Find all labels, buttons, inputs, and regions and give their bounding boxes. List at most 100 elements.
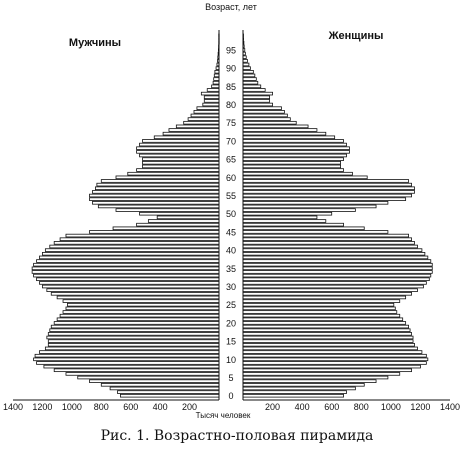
age-tick-label: 10 (226, 355, 236, 365)
male-bar-age-23 (62, 310, 220, 314)
male-bar-age-86 (212, 80, 220, 85)
female-bar-age-36 (242, 262, 433, 267)
female-bar-age-22 (242, 313, 401, 318)
female-bar-age-8 (242, 364, 421, 369)
male-bar-age-7 (53, 368, 220, 373)
x-tick-label-left: 1400 (3, 402, 23, 412)
female-bar-age-52 (242, 204, 377, 209)
female-bar-age-9 (242, 361, 427, 365)
age-tick-label: 50 (226, 209, 236, 219)
male-bar-age-29 (46, 288, 220, 292)
male-bar-age-26 (62, 299, 220, 303)
x-tick-label-right: 1400 (440, 402, 460, 412)
female-bar-age-0 (242, 393, 344, 398)
male-bar-age-9 (36, 361, 220, 365)
age-tick-label: 35 (226, 264, 236, 274)
age-tick-label: 15 (226, 337, 236, 347)
x-tick-label-right: 800 (354, 402, 369, 412)
x-tick-label-left: 600 (123, 402, 138, 412)
female-bar-age-79 (242, 106, 282, 110)
chart-title: Возраст, лет (205, 2, 257, 12)
female-bar-age-91 (242, 62, 250, 67)
x-tick-label-left: 1200 (32, 402, 52, 412)
male-bar-age-73 (168, 128, 220, 132)
female-bar-age-92 (242, 59, 248, 63)
male-bar-age-18 (49, 328, 220, 332)
female-bar-age-57 (242, 186, 415, 191)
female-bar-age-2 (242, 386, 356, 391)
male-bar-age-5 (77, 375, 220, 380)
female-label: Женщины (328, 30, 384, 42)
female-bar-age-85 (242, 84, 262, 89)
female-bar-age-4 (242, 379, 377, 383)
female-bar-age-3 (242, 383, 365, 387)
female-bar-age-5 (242, 375, 389, 380)
male-bar-age-22 (59, 313, 220, 318)
age-tick-label: 70 (226, 136, 236, 146)
female-bar-age-28 (242, 292, 412, 296)
female-bar-age-37 (242, 259, 432, 263)
male-bar-age-49 (156, 215, 220, 220)
female-bar-age-83 (242, 91, 273, 96)
female-bar-age-71 (242, 135, 336, 140)
female-bar-age-60 (242, 175, 368, 180)
age-tick-label: 85 (226, 82, 236, 92)
female-bar-age-17 (242, 332, 412, 336)
female-bar-age-27 (242, 295, 407, 300)
age-tick-label: 60 (226, 173, 236, 183)
male-label: Мужчины (69, 37, 121, 49)
male-bar-age-37 (36, 259, 220, 263)
female-bar-age-19 (242, 324, 410, 329)
male-bar-age-33 (33, 273, 220, 278)
male-bar-age-21 (56, 317, 220, 322)
male-bar-age-66 (139, 153, 220, 158)
male-bar-age-10 (33, 357, 220, 362)
female-bar-age-14 (242, 342, 415, 347)
age-tick-label: 5 (228, 373, 233, 383)
male-bar-age-28 (50, 292, 220, 296)
male-bar-age-51 (115, 208, 220, 212)
male-bar-age-77 (190, 113, 220, 118)
female-bar-age-65 (242, 157, 344, 161)
female-bar-age-82 (242, 95, 271, 100)
female-bar-age-25 (242, 302, 395, 307)
x-tick-label-left: 400 (153, 402, 168, 412)
male-bar-age-70 (142, 139, 220, 143)
male-bar-age-0 (120, 393, 220, 398)
x-tick-label-left: 1000 (62, 402, 82, 412)
female-bar-age-32 (242, 277, 430, 282)
age-tick-label: 75 (226, 118, 236, 128)
age-tick-label: 95 (226, 45, 236, 55)
male-bar-age-35 (31, 266, 220, 271)
age-tick-label: 25 (226, 300, 236, 310)
x-tick-label-right: 1200 (410, 402, 430, 412)
female-bar-age-72 (242, 131, 327, 136)
male-bar-age-42 (53, 241, 220, 245)
male-bar-age-15 (47, 339, 220, 343)
female-bar-age-29 (242, 288, 418, 292)
female-bar-age-10 (242, 357, 429, 362)
female-bar-age-87 (242, 77, 257, 81)
female-bar-age-6 (242, 372, 401, 376)
female-bar-age-30 (242, 284, 424, 289)
female-bar-age-61 (242, 171, 353, 176)
male-bar-age-58 (96, 182, 220, 187)
male-bar-age-41 (49, 244, 220, 249)
x-tick-label-right: 200 (265, 402, 280, 412)
male-bar-age-83 (200, 91, 220, 96)
female-bar-age-78 (242, 110, 285, 114)
female-bar-age-50 (242, 211, 333, 216)
female-bar-age-43 (242, 237, 412, 241)
male-bar-age-38 (39, 255, 220, 260)
female-bar-age-62 (242, 168, 344, 172)
male-bar-age-68 (136, 146, 220, 150)
female-bar-age-55 (242, 193, 412, 198)
female-bar-age-74 (242, 124, 309, 129)
female-bar-age-88 (242, 73, 256, 78)
female-bar-age-16 (242, 335, 414, 340)
female-bar-age-34 (242, 270, 433, 274)
male-bar-age-79 (196, 106, 220, 110)
male-bar-age-62 (136, 168, 220, 172)
age-tick-label: 80 (226, 100, 236, 110)
male-bar-age-47 (136, 222, 220, 227)
